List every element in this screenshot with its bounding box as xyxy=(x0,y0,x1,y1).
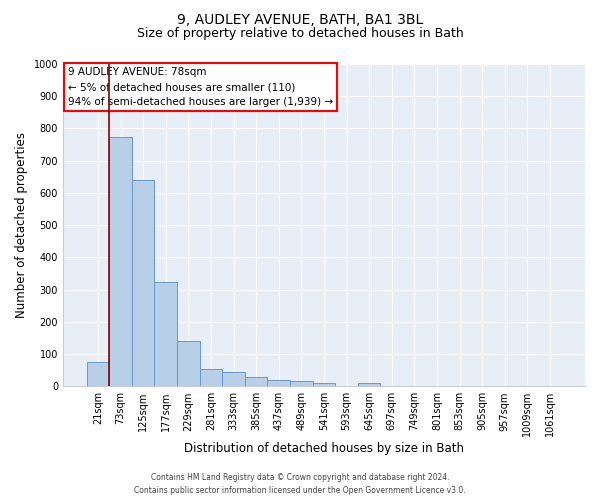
Bar xyxy=(313,383,335,386)
Bar xyxy=(86,362,109,386)
Bar xyxy=(154,282,177,387)
Bar xyxy=(222,372,245,386)
Bar xyxy=(200,368,222,386)
Bar xyxy=(358,383,380,386)
Bar xyxy=(109,136,132,386)
Y-axis label: Number of detached properties: Number of detached properties xyxy=(15,132,28,318)
Bar xyxy=(290,382,313,386)
Text: 9, AUDLEY AVENUE, BATH, BA1 3BL: 9, AUDLEY AVENUE, BATH, BA1 3BL xyxy=(177,12,423,26)
X-axis label: Distribution of detached houses by size in Bath: Distribution of detached houses by size … xyxy=(184,442,464,455)
Bar xyxy=(177,341,200,386)
Text: Contains HM Land Registry data © Crown copyright and database right 2024.
Contai: Contains HM Land Registry data © Crown c… xyxy=(134,474,466,495)
Bar xyxy=(132,180,154,386)
Text: Size of property relative to detached houses in Bath: Size of property relative to detached ho… xyxy=(137,28,463,40)
Bar xyxy=(268,380,290,386)
Text: 9 AUDLEY AVENUE: 78sqm
← 5% of detached houses are smaller (110)
94% of semi-det: 9 AUDLEY AVENUE: 78sqm ← 5% of detached … xyxy=(68,67,333,107)
Bar xyxy=(245,376,268,386)
